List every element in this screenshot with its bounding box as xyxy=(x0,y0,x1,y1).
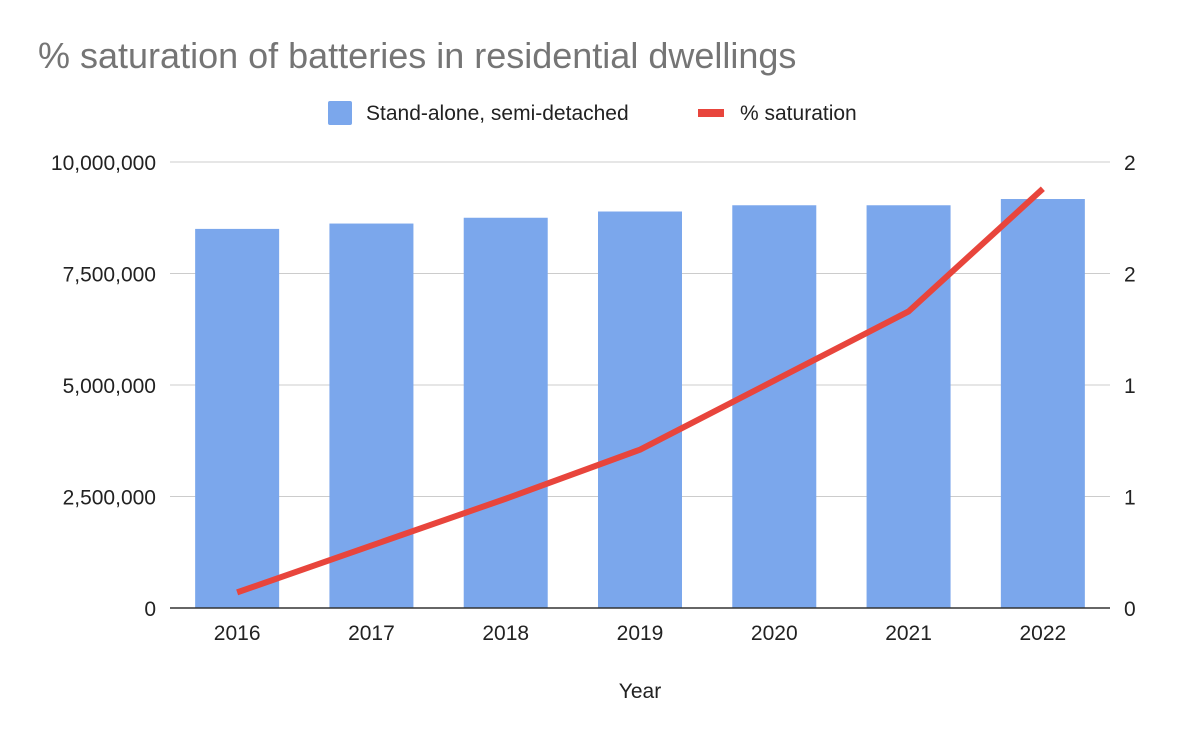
x-tick-label-2020: 2020 xyxy=(751,622,798,645)
left-tick-label-4: 10,000,000 xyxy=(51,152,156,175)
legend-swatch-bar xyxy=(328,101,352,125)
right-tick-label-3: 2 xyxy=(1124,264,1136,287)
x-tick-label-2019: 2019 xyxy=(617,622,664,645)
left-axis-ticks: 0 2,500,000 5,000,000 7,500,000 10,000,000 xyxy=(51,152,156,621)
chart-title: % saturation of batteries in residential… xyxy=(38,35,796,76)
x-tick-label-2016: 2016 xyxy=(214,622,261,645)
x-axis-ticks: 2016 2017 2018 2019 2020 2021 2022 xyxy=(214,622,1066,645)
legend: Stand-alone, semi-detached % saturation xyxy=(328,101,857,125)
bar-series xyxy=(195,199,1085,609)
line-series xyxy=(236,186,1045,596)
bar-2017 xyxy=(329,223,414,608)
x-tick-label-2022: 2022 xyxy=(1019,622,1066,645)
x-tick-label-2021: 2021 xyxy=(885,622,932,645)
bar-2018 xyxy=(463,217,548,608)
left-tick-label-0: 0 xyxy=(144,598,156,621)
bar-2019 xyxy=(598,211,682,609)
x-tick-label-2017: 2017 xyxy=(348,622,395,645)
left-tick-label-3: 7,500,000 xyxy=(63,264,156,287)
x-axis-title: Year xyxy=(619,680,661,703)
bar-2016 xyxy=(195,228,280,608)
bar-2021 xyxy=(866,205,951,608)
right-tick-label-0: 0 xyxy=(1124,598,1136,621)
right-tick-label-1: 1 xyxy=(1124,487,1136,510)
bar-2020 xyxy=(732,205,817,608)
right-axis-ticks: 0 1 1 2 2 xyxy=(1124,152,1136,621)
legend-label-line: % saturation xyxy=(740,102,857,125)
legend-label-bar: Stand-alone, semi-detached xyxy=(366,102,629,125)
left-tick-label-2: 5,000,000 xyxy=(63,375,156,398)
right-tick-label-4: 2 xyxy=(1124,152,1136,175)
bar-2022 xyxy=(1000,199,1085,608)
x-tick-label-2018: 2018 xyxy=(482,622,529,645)
left-tick-label-1: 2,500,000 xyxy=(63,487,156,510)
right-tick-label-2: 1 xyxy=(1124,375,1136,398)
legend-swatch-line xyxy=(698,109,724,117)
